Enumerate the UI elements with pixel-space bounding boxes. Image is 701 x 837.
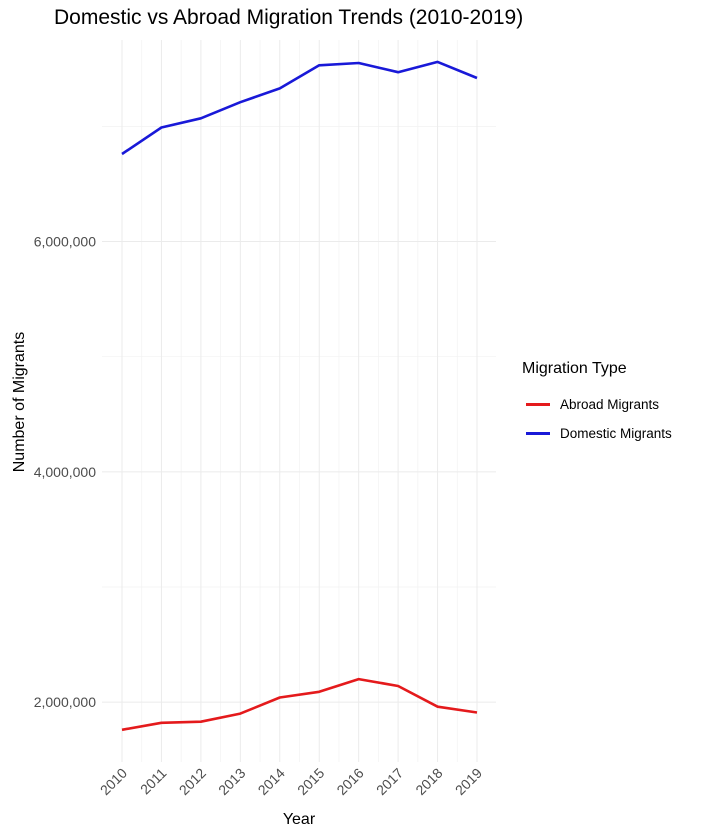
y-tick-label: 4,000,000	[34, 464, 96, 480]
x-tick-label: 2019	[452, 765, 485, 798]
legend-key	[526, 432, 550, 435]
legend: Migration Type Abroad Migrants Domestic M…	[522, 360, 672, 448]
x-tick-label: 2018	[412, 765, 445, 798]
x-tick-label: 2012	[176, 765, 209, 798]
x-tick-label: 2015	[294, 765, 327, 798]
legend-key	[526, 403, 550, 406]
x-axis-title: Year	[283, 811, 316, 828]
x-tick-labels: 2010 2011 2012 2013 2014 2015 2016 2017 2018 2019	[97, 765, 485, 798]
series-line-abroad-migrants	[121, 677, 478, 732]
legend-item: Domestic Migrants	[522, 419, 672, 448]
x-gridlines	[121, 40, 478, 762]
legend-items: Abroad Migrants Domestic Migrants	[522, 390, 672, 448]
legend-item: Abroad Migrants	[522, 390, 672, 419]
x-tick-label: 2011	[137, 765, 170, 798]
x-tick-label: 2013	[215, 765, 248, 798]
chart-title: Domestic vs Abroad Migration Trends (201…	[54, 6, 524, 29]
x-tick-label: 2017	[373, 765, 406, 798]
legend-label: Abroad Migrants	[560, 397, 660, 412]
y-tick-label: 6,000,000	[34, 234, 96, 250]
series-lines	[121, 60, 478, 732]
y-axis-title: Number of Migrants	[11, 332, 28, 473]
x-tick-label: 2010	[97, 765, 130, 798]
x-tick-label: 2014	[255, 765, 288, 798]
legend-label: Domestic Migrants	[560, 426, 672, 441]
legend-title: Migration Type	[522, 360, 627, 377]
y-tick-label: 2,000,000	[34, 694, 96, 710]
series-line-domestic-migrants	[121, 60, 478, 156]
y-tick-labels: 2,000,000 4,000,000 6,000,000	[34, 234, 96, 711]
x-tick-label: 2016	[333, 765, 366, 798]
